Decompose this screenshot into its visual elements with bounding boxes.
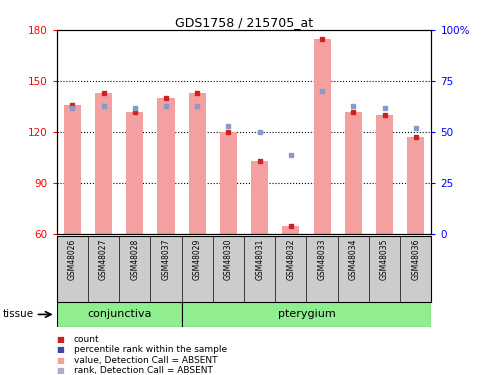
Text: GSM48030: GSM48030 (224, 239, 233, 280)
Bar (220, 132, 237, 234)
Text: GSM48033: GSM48033 (317, 239, 326, 280)
Bar (251, 161, 268, 234)
Bar (64, 105, 81, 234)
Text: GSM48028: GSM48028 (130, 239, 139, 280)
Text: GSM48031: GSM48031 (255, 239, 264, 280)
Text: ■: ■ (57, 366, 65, 375)
Text: GSM48037: GSM48037 (162, 239, 171, 280)
Bar (282, 226, 299, 234)
Text: ■: ■ (57, 356, 65, 365)
Text: GSM48036: GSM48036 (411, 239, 420, 280)
Bar (181, 302, 431, 327)
Text: ■: ■ (57, 335, 65, 344)
Bar (314, 39, 331, 234)
Bar (376, 115, 393, 234)
Text: pterygium: pterygium (278, 309, 335, 320)
Bar (57, 302, 181, 327)
Bar (126, 112, 143, 234)
Text: tissue: tissue (2, 309, 34, 319)
Text: ■: ■ (57, 345, 65, 354)
Title: GDS1758 / 215705_at: GDS1758 / 215705_at (175, 16, 313, 29)
Text: GSM48026: GSM48026 (68, 239, 77, 280)
Bar (157, 98, 175, 234)
Bar (95, 93, 112, 234)
Bar (189, 93, 206, 234)
Text: GSM48029: GSM48029 (193, 239, 202, 280)
Text: GSM48035: GSM48035 (380, 239, 389, 280)
Text: percentile rank within the sample: percentile rank within the sample (74, 345, 227, 354)
Text: GSM48027: GSM48027 (99, 239, 108, 280)
Text: conjunctiva: conjunctiva (87, 309, 151, 320)
Bar (407, 137, 424, 234)
Bar (345, 112, 362, 234)
Text: GSM48034: GSM48034 (349, 239, 358, 280)
Text: rank, Detection Call = ABSENT: rank, Detection Call = ABSENT (74, 366, 213, 375)
Text: value, Detection Call = ABSENT: value, Detection Call = ABSENT (74, 356, 217, 365)
Text: GSM48032: GSM48032 (286, 239, 295, 280)
Text: count: count (74, 335, 100, 344)
